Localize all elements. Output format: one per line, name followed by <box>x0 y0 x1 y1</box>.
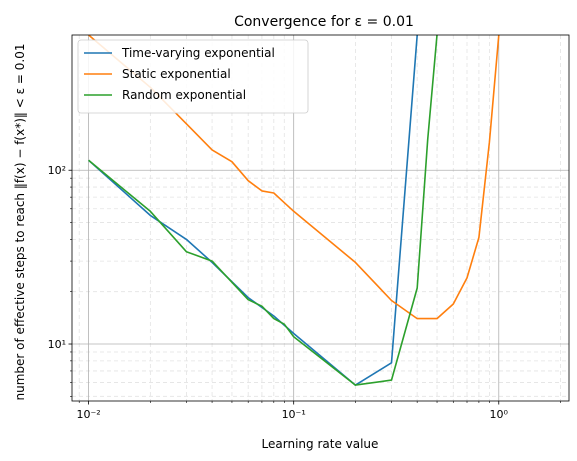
y-tick-label: 10² <box>48 164 66 177</box>
legend-label-1: Time-varying exponential <box>121 46 275 60</box>
grid <box>72 35 569 401</box>
series-line-1 <box>88 35 419 386</box>
x-axis-label: Learning rate value <box>262 437 379 451</box>
x-tick-label: 10⁻¹ <box>282 408 306 421</box>
legend-label-3: Random exponential <box>122 88 246 102</box>
x-tick-label: 10⁻² <box>76 408 100 421</box>
series-layer <box>88 35 500 386</box>
series-line-2 <box>88 35 500 320</box>
y-axis-label: number of effective steps to reach ‖f(x)… <box>13 44 27 401</box>
plot-frame <box>71 34 570 402</box>
chart-title: Convergence for ε = 0.01 <box>234 14 414 30</box>
x-tick-label: 10⁰ <box>490 408 509 421</box>
series-line-3 <box>88 35 438 386</box>
legend-label-2: Static exponential <box>122 67 231 81</box>
legend-box <box>77 39 309 114</box>
legend: Time-varying exponential Static exponenti… <box>77 39 309 114</box>
axis-ticks: 10⁻² 10⁻¹ 10⁰ 10¹ 10² <box>48 164 561 421</box>
y-tick-label: 10¹ <box>48 338 66 351</box>
